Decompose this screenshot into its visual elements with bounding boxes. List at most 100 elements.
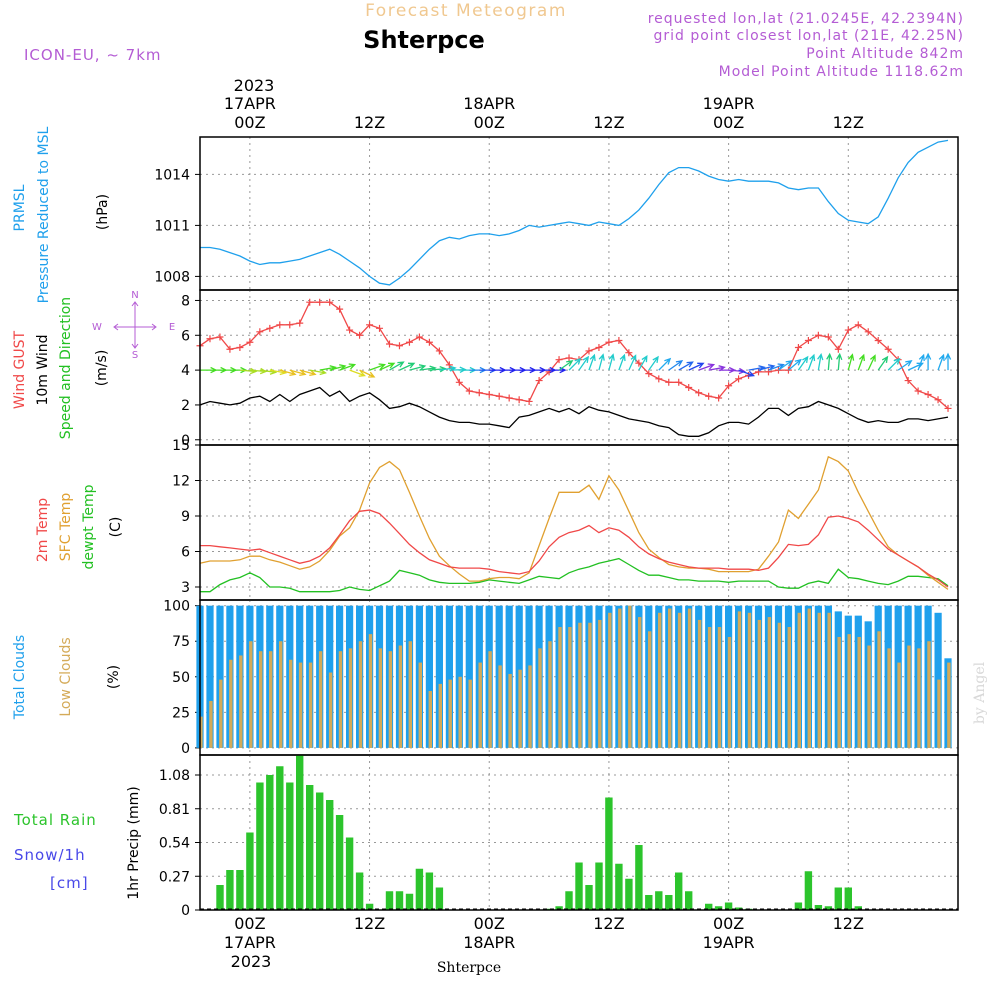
gust-marker (685, 384, 693, 392)
wind-arrow (399, 362, 416, 371)
top-hour-label: 00Z (234, 113, 265, 132)
low-cloud-bar (239, 655, 243, 748)
rain-bar (824, 906, 833, 911)
low-cloud-bar (787, 627, 791, 748)
rain-bar (645, 895, 653, 910)
gust-marker (226, 345, 234, 353)
wind-arrow (279, 369, 297, 377)
pressure-labels: PRMSL Pressure Reduced to MSL (hPa) (12, 126, 111, 303)
panel-pressure: 1008 1011 1014 (154, 136, 959, 291)
rain-bar (565, 891, 573, 911)
rain-bar (794, 902, 803, 910)
low-cloud-bar (767, 617, 772, 748)
wind-arrow (359, 369, 376, 378)
rain-bar (405, 893, 414, 911)
wind-arrow (797, 355, 809, 371)
ytick-label: 9 (181, 509, 190, 525)
rain-bar (425, 872, 434, 910)
low-cloud-bar (628, 605, 632, 748)
rain-bar (844, 887, 852, 910)
requested-coords: requested lon,lat (21.0245E, 42.2394N) (648, 11, 964, 27)
rain-bar (216, 885, 224, 910)
low-cloud-bar (378, 648, 383, 748)
rain-bar (435, 887, 444, 910)
year-bottom: 2023 (231, 952, 272, 971)
gust-marker (296, 319, 304, 327)
low-cloud-bar (827, 612, 831, 748)
wind-arrow (568, 357, 582, 371)
gust-marker (854, 321, 862, 329)
subtitle: Forecast Meteogram (365, 1, 567, 21)
low-cloud-bar (727, 636, 732, 748)
low-cloud-bar (328, 672, 333, 748)
low-cloud-bar (668, 608, 672, 748)
low-cloud-bar (548, 641, 552, 748)
low-cloud-bar (269, 651, 273, 748)
gust-marker (675, 378, 683, 386)
rain-bar (286, 782, 294, 910)
low-cloud-bar (279, 641, 283, 748)
rain-bar (714, 906, 723, 911)
wind-arrow (857, 353, 865, 371)
rain-bar (675, 872, 683, 910)
ytick-label: 100 (163, 599, 190, 615)
wind-unit: (m/s) (94, 350, 110, 387)
low-cloud-bar (388, 651, 393, 748)
gust-marker (485, 390, 493, 398)
rain-bar (236, 870, 244, 910)
t2m-line (200, 509, 949, 588)
total-clouds-label: Total Clouds (12, 635, 28, 720)
gust-marker (415, 333, 423, 341)
gust-marker (705, 392, 713, 400)
wind-arrow (768, 363, 785, 371)
bottom-hour-label: 00Z (234, 914, 265, 933)
rain-bar (615, 863, 623, 911)
gust-marker (824, 333, 832, 341)
low-cloud-bar (648, 631, 652, 748)
gust-marker (435, 347, 443, 355)
wind-arrow (578, 355, 590, 371)
gust-marker (834, 345, 842, 353)
rain-bar (854, 906, 862, 911)
low-cloud-bar (259, 651, 263, 748)
gust-marker (465, 387, 473, 395)
rain-bar (266, 775, 274, 910)
panel-border (199, 136, 959, 291)
compass-n: N (131, 290, 138, 301)
low-cloud-bar (209, 700, 213, 748)
footer-station: Shterpce (437, 960, 501, 976)
wind-arrow (748, 365, 766, 372)
rain-bar (734, 907, 743, 910)
bottom-hour-label: 00Z (474, 914, 505, 933)
low-cloud-bar (398, 645, 403, 748)
low-cloud-bar (757, 619, 762, 748)
pressure-line (200, 139, 949, 286)
ytick-label: 1.08 (159, 768, 190, 784)
wind-labels: Wind GUST 10m Wind Speed and Direction (… (12, 290, 175, 439)
ytick-label: 50 (172, 670, 190, 686)
wind-arrow (826, 352, 833, 371)
low-cloud-bar (598, 619, 602, 748)
total-cloud-bar (216, 605, 224, 748)
sfc-temp-line (199, 455, 949, 590)
low-cloud-bar (797, 612, 801, 748)
rain-bar (246, 832, 254, 910)
panel-border (199, 754, 959, 911)
low-cloud-bar (897, 662, 901, 748)
ytick-label: 25 (172, 705, 190, 721)
gust-marker (655, 375, 663, 383)
low-cloud-bar (568, 627, 572, 748)
ytick-label: 6 (181, 544, 190, 560)
top-hour-label: 12Z (354, 113, 385, 132)
rain-bar (326, 800, 334, 910)
gust-marker (804, 337, 812, 345)
gust-marker (306, 298, 314, 306)
panel-wind: 0 2 4 6 8 (181, 289, 959, 449)
gust-marker (665, 378, 673, 386)
t2m-label: 2m Temp (35, 498, 51, 562)
rain-bar (296, 755, 304, 910)
total-cloud-bar (425, 605, 433, 748)
dew-label: dewpt Temp (81, 484, 97, 569)
gust-marker (276, 321, 284, 329)
